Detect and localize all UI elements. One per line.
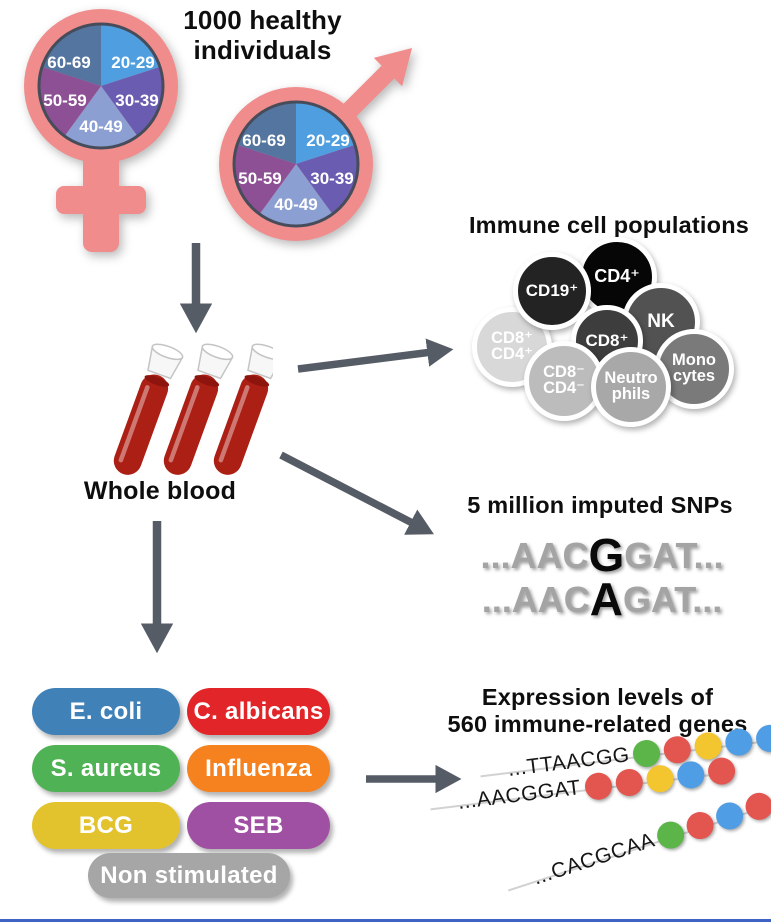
pie-label: 60-69 <box>47 53 90 72</box>
expression-dot <box>683 807 718 842</box>
pie-slice-30-39 <box>101 66 164 137</box>
expression-dot <box>644 763 675 794</box>
figure-bottom-border <box>0 919 771 922</box>
snp-sequence-ref: ...AACGGAT... <box>432 532 771 578</box>
blood-tube <box>163 343 234 475</box>
expression-title: Expression levels of 560 immune-related … <box>447 684 748 737</box>
pie-slice-20-29 <box>101 24 160 86</box>
pie-label: 40-49 <box>79 117 122 136</box>
pie-label: 30-39 <box>115 91 158 110</box>
stimulus-pill-ecoli: E. coli <box>32 688 180 735</box>
blood-tubes-icon <box>113 343 273 475</box>
pie-ring <box>37 22 165 150</box>
stimulus-pill-saureus: S. aureus <box>32 745 180 792</box>
expression-dot <box>653 817 688 852</box>
pie-slice-50-59 <box>38 66 101 137</box>
pie-slice-60-69 <box>237 102 296 164</box>
immune-cells-title: Immune cell populations <box>468 212 750 238</box>
stimulus-pill-nonstimulated: Non stimulated <box>88 853 290 898</box>
expression-dot <box>754 722 771 753</box>
stimulus-pill-bcg: BCG <box>32 802 180 849</box>
pie-slice-30-39 <box>296 144 359 215</box>
pie-label: 20-29 <box>111 53 154 72</box>
expression-dot <box>583 770 614 801</box>
age-pie-male: 20-29 30-39 40-49 50-59 60-69 <box>232 100 360 228</box>
female-symbol-crossbar <box>56 186 146 214</box>
stimulus-pill-calbicans: C. albicans <box>187 688 330 735</box>
snp-sequence-alt: ...AACAGAT... <box>432 576 771 622</box>
pie-label: 30-39 <box>310 169 353 188</box>
stimulus-pill-influenza: Influenza <box>187 745 330 792</box>
expression-dot <box>712 798 747 833</box>
snp-allele: A <box>589 573 623 625</box>
pie-ring <box>232 100 360 228</box>
expression-dot <box>706 755 737 786</box>
expression-dot <box>742 788 771 823</box>
pie-slice-40-49 <box>259 164 333 226</box>
male-symbol: 20-29 30-39 40-49 50-59 60-69 <box>219 48 412 241</box>
pie-label: 40-49 <box>274 195 317 214</box>
immune-cell-neutrophils: Neutro phils <box>591 347 671 427</box>
snp-seq-prefix: ...AAC <box>481 579 590 620</box>
pie-label: 50-59 <box>238 169 281 188</box>
snp-seq-suffix: GAT... <box>624 535 724 576</box>
pie-slice-40-49 <box>64 86 138 148</box>
blood-tube <box>113 343 184 475</box>
pie-slice-60-69 <box>42 24 101 86</box>
gene-sequence: ...AACGGAT <box>456 776 583 814</box>
snp-seq-prefix: ...AAC <box>480 535 589 576</box>
male-symbol-arrow-shaft <box>336 65 395 124</box>
gene-sequence: ...CACGCAA <box>530 828 658 890</box>
age-pie-female: 20-29 30-39 40-49 50-59 60-69 <box>37 22 165 150</box>
expression-dot <box>613 766 644 798</box>
male-symbol-arrowhead <box>373 48 412 87</box>
cohort-title: 1000 healthy individuals <box>183 5 342 65</box>
pie-slice-20-29 <box>296 102 355 164</box>
arrow-blood-to-cells <box>297 338 454 373</box>
arrow-blood-to-snps <box>279 451 434 535</box>
pie-slice-50-59 <box>233 144 296 215</box>
snps-title: 5 million imputed SNPs <box>467 492 733 518</box>
pie-label: 60-69 <box>242 131 285 150</box>
snp-seq-suffix: GAT... <box>622 579 723 620</box>
whole-blood-label: Whole blood <box>83 477 237 505</box>
blood-tube <box>213 343 273 475</box>
immune-cell-cd19: CD19⁺ <box>513 252 591 330</box>
stimulus-pill-seb: SEB <box>187 802 330 849</box>
snp-allele: G <box>588 529 625 581</box>
pie-label: 50-59 <box>43 91 86 110</box>
pie-label: 20-29 <box>306 131 349 150</box>
expression-dot <box>675 759 706 790</box>
female-symbol: 20-29 30-39 40-49 50-59 60-69 <box>24 9 178 252</box>
